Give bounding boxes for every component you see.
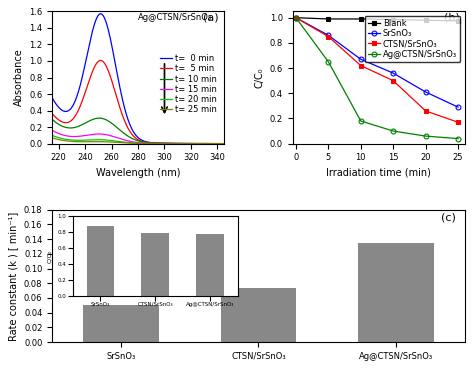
t= 10 min <box>80 122 85 127</box>
t= 10 min <box>128 135 133 140</box>
SrSnO₃ <box>423 90 428 94</box>
Blank <box>455 19 461 23</box>
t=  5 min <box>93 62 99 66</box>
t= 10 min <box>164 141 170 146</box>
Ag@CTSN/SrSnO₃ <box>391 129 396 133</box>
t= 15 min <box>221 141 227 146</box>
Text: Ag@CTSN/SrSnO₃: Ag@CTSN/SrSnO₃ <box>138 13 212 22</box>
t=  0 min <box>49 95 55 100</box>
Ag@CTSN/SrSnO₃ <box>293 16 299 20</box>
t=  5 min <box>221 141 227 146</box>
Text: (c): (c) <box>441 212 456 222</box>
SrSnO₃ <box>455 105 461 109</box>
Line: SrSnO₃: SrSnO₃ <box>293 15 460 109</box>
Line: t= 15 min: t= 15 min <box>52 130 224 144</box>
t=  5 min <box>164 141 170 146</box>
t= 20 min <box>49 133 55 138</box>
t= 20 min <box>164 141 170 146</box>
Ag@CTSN/SrSnO₃ <box>423 134 428 138</box>
t=  0 min <box>221 141 227 146</box>
Bar <box>83 305 159 342</box>
t= 25 min <box>127 141 133 146</box>
Text: (a): (a) <box>203 13 219 23</box>
t= 25 min <box>179 141 184 146</box>
t= 25 min <box>93 139 99 144</box>
Y-axis label: C/C₀: C/C₀ <box>254 67 264 88</box>
t= 25 min <box>49 136 55 140</box>
t=  5 min <box>98 58 103 63</box>
Legend: Blank, SrSnO₃, CTSN/SrSnO₃, Ag@CTSN/SrSnO₃: Blank, SrSnO₃, CTSN/SrSnO₃, Ag@CTSN/SrSn… <box>365 16 460 62</box>
t= 10 min <box>221 141 227 146</box>
t=  0 min <box>93 17 99 21</box>
t=  5 min <box>80 98 85 102</box>
Text: (b): (b) <box>444 13 459 23</box>
t= 15 min <box>49 128 55 133</box>
t= 10 min <box>151 141 156 146</box>
Ag@CTSN/SrSnO₃ <box>326 60 331 64</box>
Blank <box>326 17 331 21</box>
t=  0 min <box>80 73 85 78</box>
CTSN/SrSnO₃ <box>391 78 396 83</box>
SrSnO₃ <box>293 16 299 20</box>
t=  5 min <box>128 130 133 134</box>
t= 25 min <box>164 141 170 146</box>
t=  0 min <box>164 141 170 146</box>
Line: Blank: Blank <box>293 15 460 23</box>
Y-axis label: Rate constant (k ) [ min⁻¹]: Rate constant (k ) [ min⁻¹] <box>9 211 18 340</box>
Ag@CTSN/SrSnO₃ <box>455 136 461 141</box>
X-axis label: Wavelength (nm): Wavelength (nm) <box>96 168 180 178</box>
t= 15 min <box>164 141 170 146</box>
Line: t= 25 min: t= 25 min <box>52 138 224 144</box>
Blank <box>358 17 364 21</box>
t= 15 min <box>127 139 133 144</box>
Line: Ag@CTSN/SrSnO₃: Ag@CTSN/SrSnO₃ <box>293 15 460 141</box>
t= 20 min <box>221 141 227 146</box>
SrSnO₃ <box>358 57 364 62</box>
Y-axis label: Absorbance: Absorbance <box>14 49 24 106</box>
Blank <box>293 16 299 20</box>
t= 20 min <box>151 141 156 146</box>
t=  5 min <box>49 111 55 116</box>
t=  0 min <box>128 123 133 128</box>
t= 10 min <box>93 116 99 121</box>
Bar <box>358 243 434 342</box>
t= 20 min <box>127 141 133 145</box>
t= 10 min <box>49 117 55 122</box>
t=  5 min <box>151 141 156 146</box>
Line: t= 20 min: t= 20 min <box>52 135 224 144</box>
SrSnO₃ <box>391 71 396 75</box>
t= 20 min <box>80 138 85 142</box>
t= 15 min <box>93 132 99 136</box>
CTSN/SrSnO₃ <box>293 16 299 20</box>
t= 20 min <box>179 141 184 146</box>
t= 10 min <box>96 116 102 120</box>
t= 15 min <box>80 134 85 138</box>
CTSN/SrSnO₃ <box>326 34 331 39</box>
Line: t=  5 min: t= 5 min <box>52 60 224 144</box>
SrSnO₃ <box>326 33 331 38</box>
t= 25 min <box>221 141 227 146</box>
t=  0 min <box>179 141 185 146</box>
Line: t= 10 min: t= 10 min <box>52 118 224 144</box>
t= 15 min <box>151 141 156 146</box>
Line: t=  0 min: t= 0 min <box>52 14 224 144</box>
t= 25 min <box>151 141 156 146</box>
t=  0 min <box>98 11 103 16</box>
Blank <box>423 18 428 22</box>
CTSN/SrSnO₃ <box>358 63 364 68</box>
Blank <box>391 17 396 22</box>
Ag@CTSN/SrSnO₃ <box>358 119 364 123</box>
CTSN/SrSnO₃ <box>455 120 461 125</box>
t= 10 min <box>179 141 185 146</box>
t= 15 min <box>179 141 184 146</box>
t= 20 min <box>93 138 99 142</box>
X-axis label: Irradiation time (min): Irradiation time (min) <box>326 168 431 178</box>
t=  0 min <box>151 141 156 145</box>
Legend: t=  0 min, t=  5 min, t= 10 min, t= 15 min, t= 20 min, t= 25 min: t= 0 min, t= 5 min, t= 10 min, t= 15 min… <box>156 51 220 117</box>
Bar <box>220 288 296 342</box>
CTSN/SrSnO₃ <box>423 109 428 113</box>
t= 25 min <box>80 139 85 144</box>
Line: CTSN/SrSnO₃: CTSN/SrSnO₃ <box>293 15 460 125</box>
t=  5 min <box>179 141 185 146</box>
